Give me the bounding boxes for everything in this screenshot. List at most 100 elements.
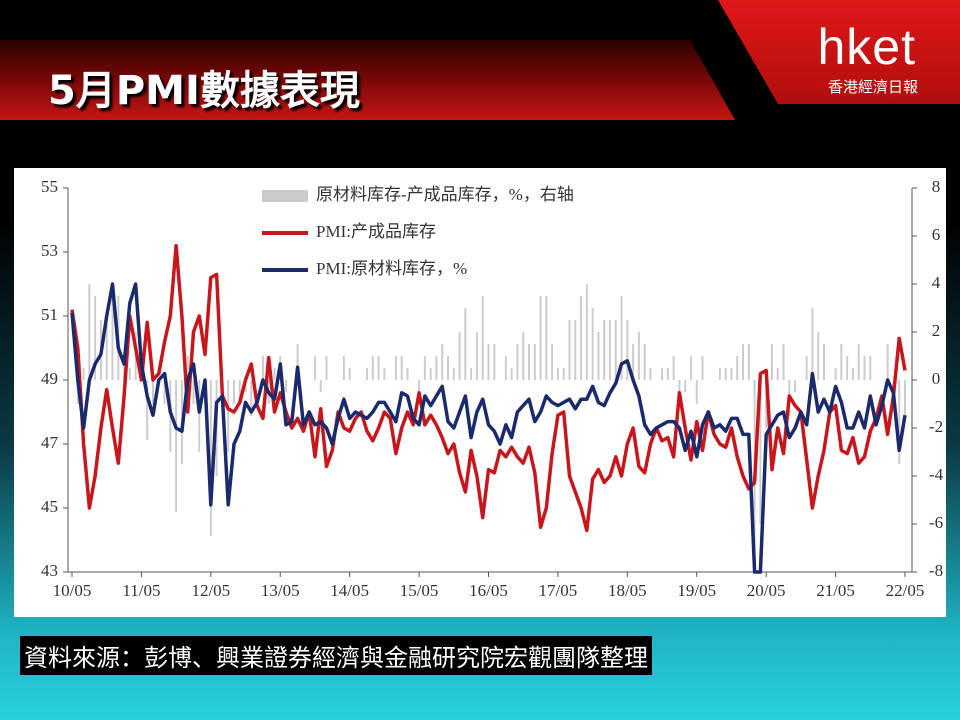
y-tick-label: 45: [41, 497, 58, 516]
x-tick-label: 20/05: [747, 581, 786, 600]
bar: [701, 356, 704, 380]
y2-tick-label: -2: [929, 417, 943, 436]
bar: [747, 344, 750, 380]
bar: [851, 368, 854, 380]
bar: [846, 356, 849, 380]
bar: [94, 296, 97, 380]
bar: [643, 344, 646, 380]
legend-label: PMI:原材料库存，%: [316, 259, 467, 278]
bar: [313, 356, 316, 380]
bar: [545, 296, 548, 380]
bar: [580, 296, 583, 380]
bar: [487, 344, 490, 380]
bar: [470, 368, 473, 380]
x-tick-label: 22/05: [886, 581, 925, 600]
bar: [111, 284, 114, 380]
bar: [533, 344, 536, 380]
bar: [383, 368, 386, 380]
bar: [423, 356, 426, 380]
bar: [285, 380, 288, 392]
bar: [869, 356, 872, 380]
bar: [371, 356, 374, 380]
bar: [209, 380, 212, 536]
bar: [597, 332, 600, 380]
bar: [429, 368, 432, 380]
x-tick-label: 13/05: [261, 581, 300, 600]
bar: [765, 380, 768, 428]
bar: [805, 356, 808, 380]
bar: [759, 380, 762, 524]
bar: [128, 368, 131, 380]
bar: [730, 368, 733, 380]
bar: [904, 380, 906, 416]
x-tick-label: 21/05: [816, 581, 855, 600]
x-tick-label: 11/05: [122, 581, 160, 600]
y2-tick-label: -4: [929, 465, 944, 484]
bar: [817, 332, 820, 380]
bar: [250, 380, 253, 416]
bar: [186, 356, 189, 380]
bar: [105, 320, 108, 380]
bar: [724, 368, 727, 380]
bar: [632, 344, 635, 380]
bar: [689, 356, 692, 380]
bar: [782, 344, 785, 380]
x-tick-label: 12/05: [191, 581, 230, 600]
x-tick-label: 19/05: [677, 581, 716, 600]
x-tick-label: 10/05: [53, 581, 92, 600]
bar: [857, 344, 860, 380]
bar: [175, 380, 178, 512]
bar: [325, 356, 328, 380]
bar: [620, 296, 623, 380]
legend-label: PMI:产成品库存: [316, 222, 436, 241]
line-series: [70, 243, 907, 533]
bar: [539, 296, 542, 380]
bar: [296, 344, 299, 380]
chart: 43 45 47 49 51 53 55 -8 -6 -4 -2 0 2 4 6 8 10/05 11/05 12/…: [14, 168, 946, 617]
bar: [770, 344, 773, 380]
bar: [823, 344, 826, 380]
y2-tick-label: 0: [932, 369, 941, 388]
bar: [435, 356, 438, 380]
y2-tick-label: -6: [929, 513, 943, 532]
bar: [400, 356, 403, 380]
x-tick-label: 16/05: [469, 581, 508, 600]
bar: [718, 368, 721, 380]
bar: [163, 380, 166, 404]
bar: [568, 320, 571, 380]
bar: [458, 332, 461, 380]
bar: [603, 320, 606, 380]
bar: [232, 380, 235, 404]
logo-name: 香港經濟日報: [827, 78, 918, 96]
bar: [406, 368, 409, 380]
bar: [794, 380, 797, 392]
bar: [261, 356, 264, 380]
bar: [464, 308, 467, 380]
bar: [493, 344, 496, 380]
bar: [811, 308, 814, 380]
bar: [123, 356, 126, 380]
x-tick-label: 17/05: [539, 581, 578, 600]
bar: [834, 368, 837, 380]
bar: [192, 380, 195, 404]
bar: [527, 344, 530, 380]
bar: [452, 368, 455, 380]
slide-title: 5月PMI數據表現: [48, 68, 360, 114]
bar: [522, 332, 525, 380]
bar: [863, 356, 866, 380]
bar: [151, 380, 154, 404]
bar: [672, 356, 675, 380]
bar: [614, 320, 617, 380]
bar: [649, 368, 652, 380]
bar: [556, 368, 559, 380]
bar: [661, 368, 664, 380]
y-tick-label: 47: [41, 433, 59, 452]
bar: [475, 332, 478, 380]
bar: [198, 380, 201, 452]
legend-swatch: [262, 190, 308, 202]
bar: [626, 320, 629, 380]
y-tick-label: 53: [41, 241, 58, 260]
bar: [684, 380, 687, 392]
bar: [608, 320, 611, 380]
